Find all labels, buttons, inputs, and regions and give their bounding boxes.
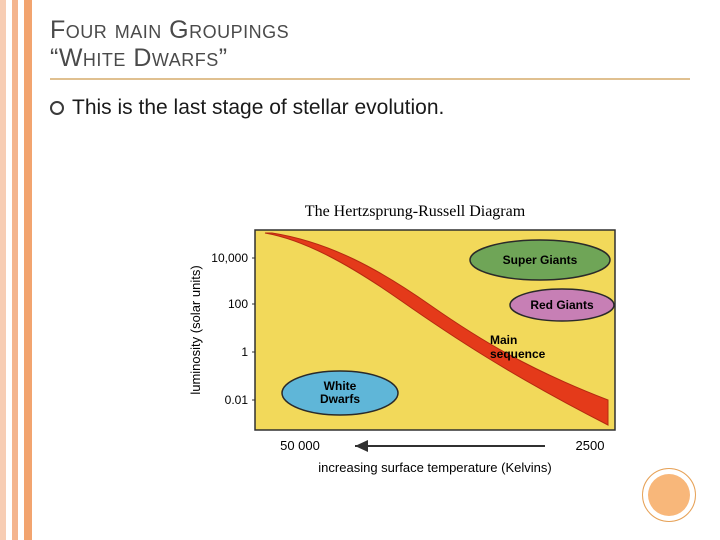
y-tick-label: 100 xyxy=(228,297,248,311)
y-tick-label: 1 xyxy=(241,345,248,359)
left-accent-stripes xyxy=(0,0,32,540)
y-axis-label: luminosity (solar units) xyxy=(188,265,203,394)
bullet-icon xyxy=(50,101,64,115)
corner-circle-decoration xyxy=(642,468,696,522)
x-tick-right: 2500 xyxy=(576,438,605,453)
y-tick-label: 10,000 xyxy=(211,251,248,265)
slide-title-line1: Four main Groupings xyxy=(50,16,289,45)
hr-diagram-svg: The Hertzsprung-Russell Diagram 10,000 1… xyxy=(180,200,650,500)
x-tick-left: 50 000 xyxy=(280,438,320,453)
slide-title-line2: “White Dwarfs” xyxy=(50,44,228,73)
red-giants-label: Red Giants xyxy=(530,298,594,312)
super-giants-label: Super Giants xyxy=(503,253,578,267)
diagram-title: The Hertzsprung-Russell Diagram xyxy=(305,203,526,220)
white-dwarfs-label-line1: White xyxy=(324,379,357,393)
bullet-row: This is the last stage of stellar evolut… xyxy=(50,96,444,120)
y-tick-label: 0.01 xyxy=(225,393,249,407)
x-axis-label: increasing surface temperature (Kelvins) xyxy=(318,460,551,475)
main-sequence-label-line2: sequence xyxy=(490,347,546,361)
slide: Four main Groupings “White Dwarfs” This … xyxy=(0,0,720,540)
hr-diagram: The Hertzsprung-Russell Diagram 10,000 1… xyxy=(180,200,650,500)
y-axis: 10,000 100 1 0.01 xyxy=(211,251,255,407)
bullet-text: This is the last stage of stellar evolut… xyxy=(72,96,444,120)
x-axis-arrow-head xyxy=(355,440,368,452)
main-sequence-label-line1: Main xyxy=(490,333,517,347)
white-dwarfs-label-line2: Dwarfs xyxy=(320,392,360,406)
title-underline xyxy=(50,78,690,80)
stripe xyxy=(24,0,32,540)
